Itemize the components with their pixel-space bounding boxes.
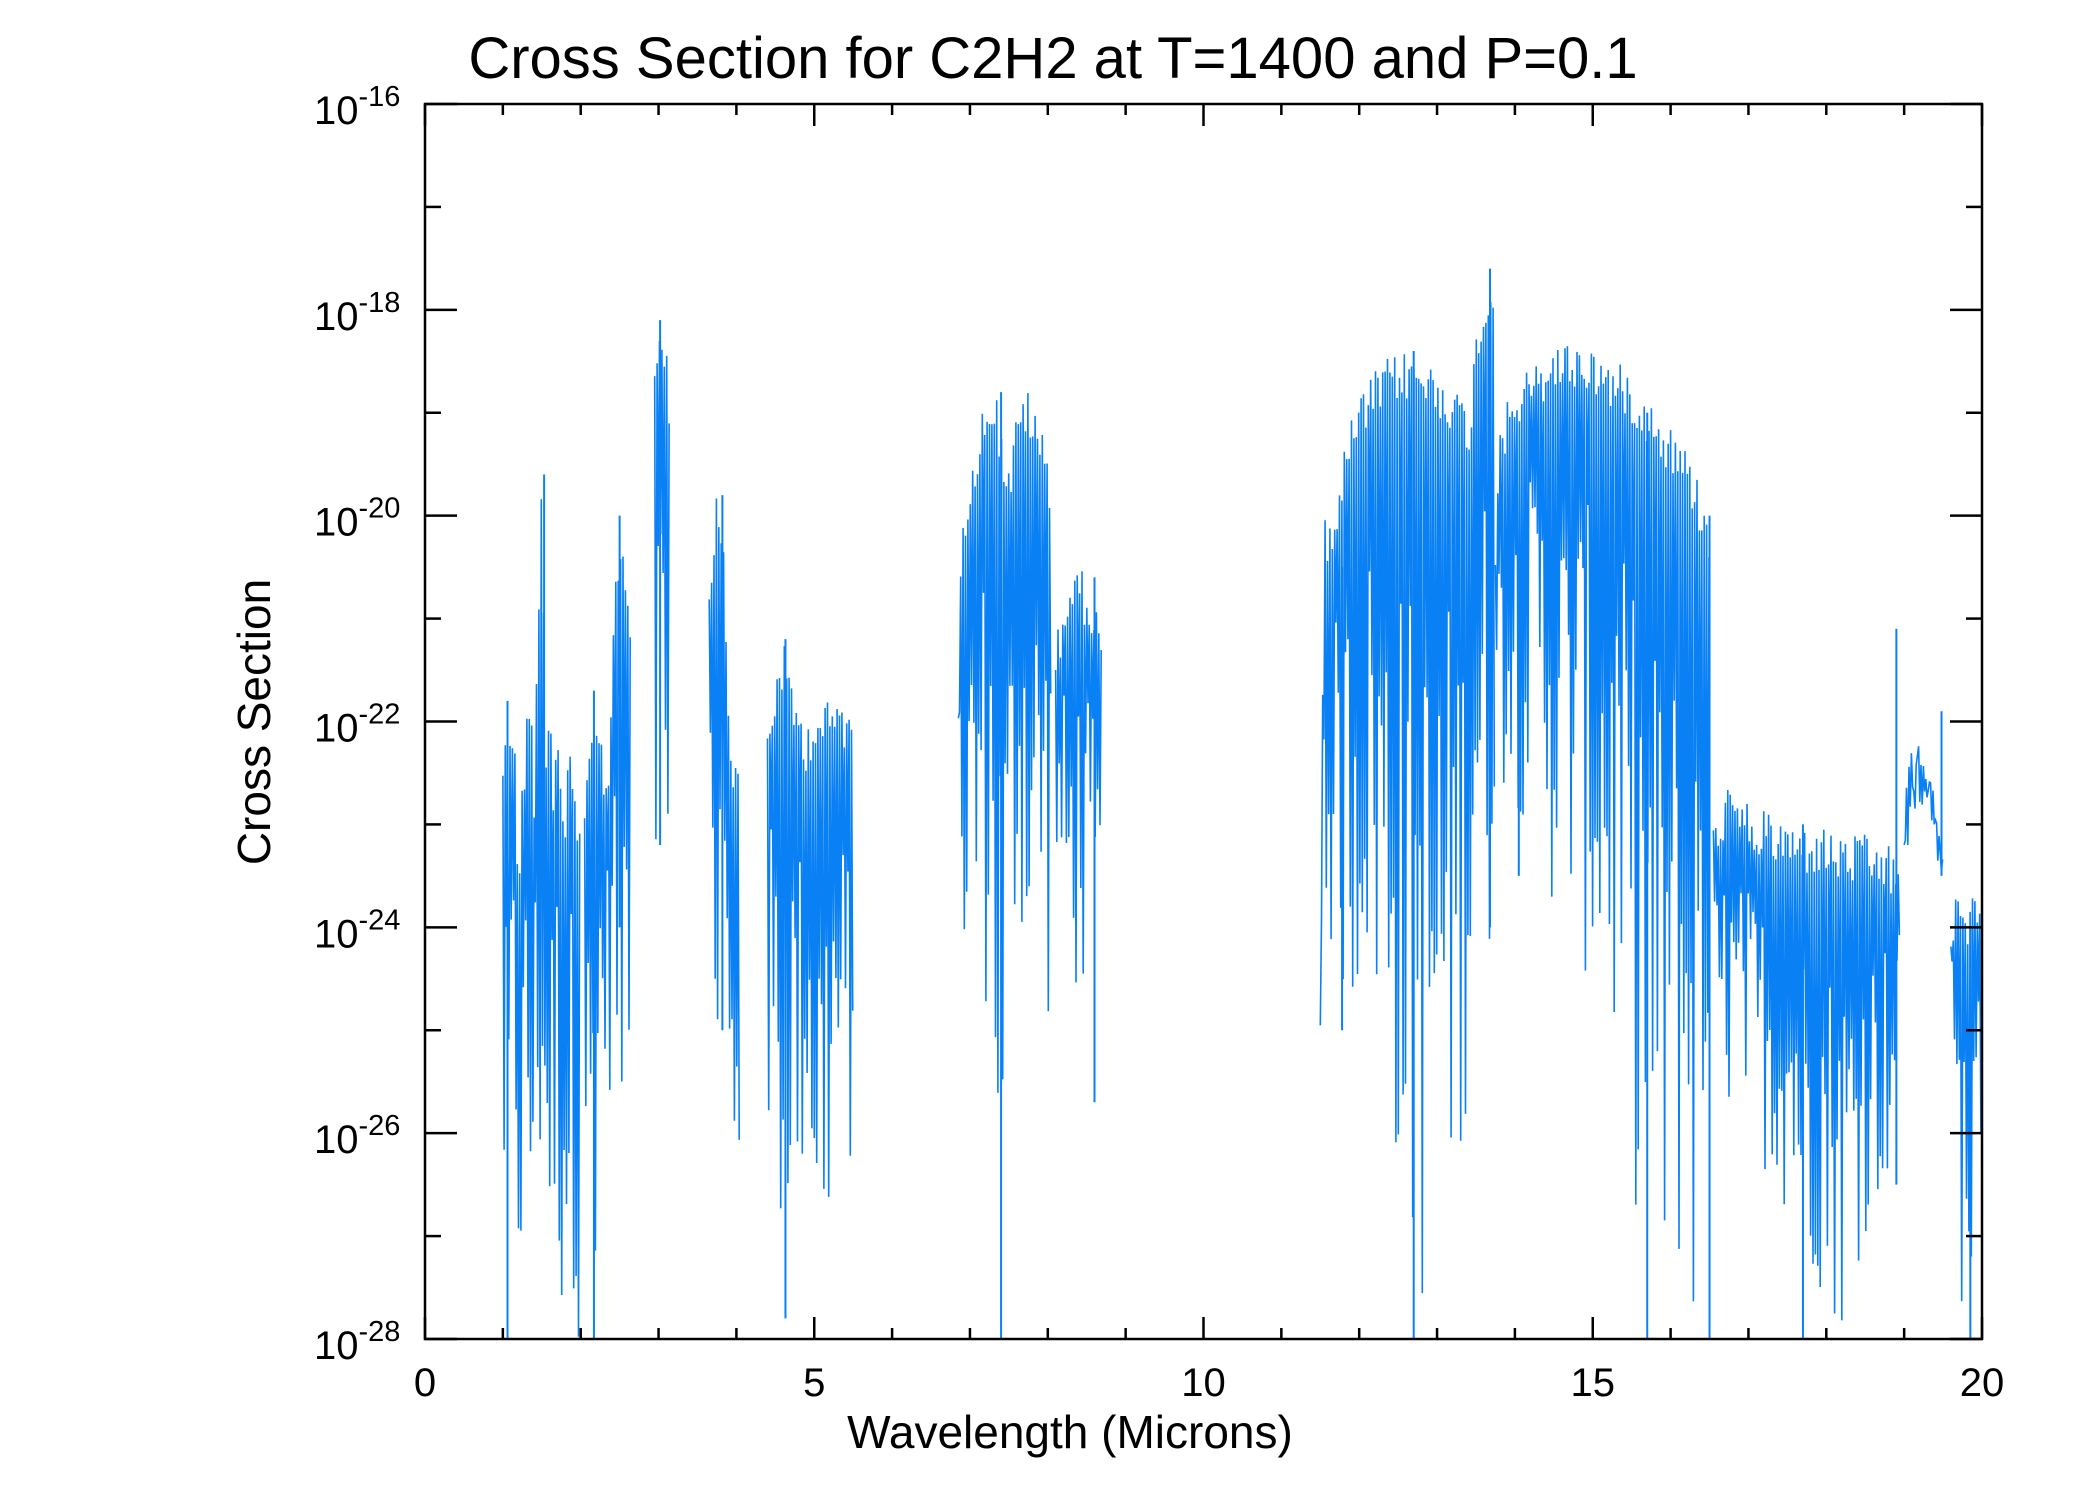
spectrum-band-3	[653, 340, 670, 840]
y-tick-label: 10-18	[314, 287, 400, 339]
spectrum-band-8	[1319, 301, 1496, 1294]
plot-frame	[423, 102, 1984, 1341]
spectrum-band-9	[1494, 346, 1710, 1302]
y-tick-label: 10-24	[314, 904, 400, 956]
y-tick-label: 10-28	[314, 1316, 400, 1368]
chart-title: Cross Section for C2H2 at T=1400 and P=0…	[468, 26, 1637, 91]
x-tick-label: 20	[1960, 1361, 2005, 1405]
x-axis-label: Wavelength (Microns)	[847, 1406, 1293, 1458]
y-tick-label: 10-20	[314, 493, 400, 545]
spectrum-band-5	[766, 646, 854, 1209]
spectrum-band-12	[1950, 898, 1982, 1302]
y-tick-label: 10-22	[314, 699, 400, 751]
y-tick-label: 10-26	[314, 1110, 400, 1162]
axes: 0 5 10 15 20 10-16 10-18 10-20 10-22 10-24 10-26 10…	[314, 81, 2004, 1405]
y-tick-label: 10-16	[314, 81, 400, 133]
x-tick-label: 15	[1571, 1361, 1616, 1405]
spectrum-band-6	[957, 393, 1052, 1093]
series-line	[502, 268, 1982, 1339]
spectrum-band-10	[1712, 789, 1901, 1321]
x-tick-label: 5	[803, 1361, 825, 1405]
spectrum-band-11	[1903, 746, 1944, 872]
plot-area	[502, 268, 1982, 1339]
spectrum-band-4	[708, 498, 740, 1140]
x-tick-label: 0	[414, 1361, 436, 1405]
spectrum-band-1	[502, 499, 581, 1337]
x-tick-label: 10	[1181, 1361, 1226, 1405]
spectrum-band-2	[583, 556, 631, 1251]
y-axis-label: Cross Section	[228, 579, 280, 865]
